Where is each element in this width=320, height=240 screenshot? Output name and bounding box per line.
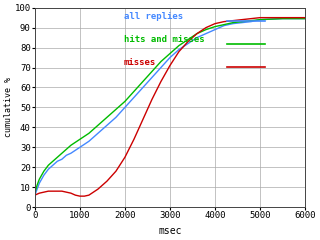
- Text: hits and misses: hits and misses: [124, 35, 205, 44]
- Text: all replies: all replies: [124, 12, 183, 21]
- Text: misses: misses: [124, 58, 156, 66]
- Y-axis label: cumulative %: cumulative %: [4, 77, 13, 137]
- X-axis label: msec: msec: [158, 226, 182, 236]
